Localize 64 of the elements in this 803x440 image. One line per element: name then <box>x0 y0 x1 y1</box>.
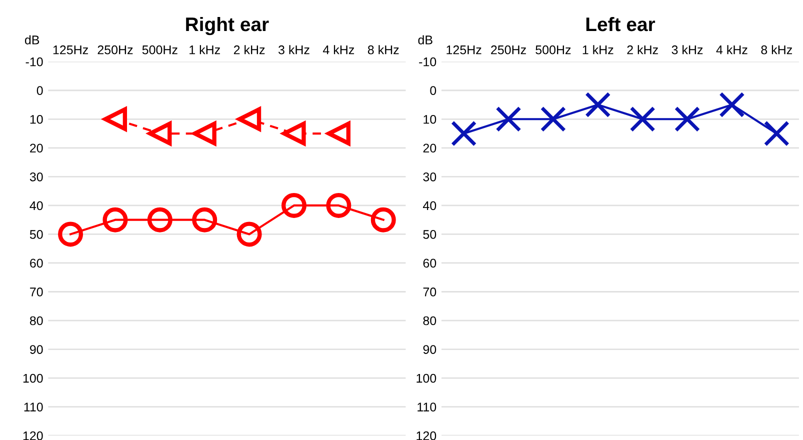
x-tick-label: 2 kHz <box>234 45 265 54</box>
point <box>58 222 84 247</box>
y-tick-label: 70 <box>423 288 436 296</box>
x-tick-label: 1 kHz <box>190 45 220 54</box>
chart-title: Left ear <box>586 16 656 32</box>
y-tick-label: -10 <box>26 57 43 66</box>
point <box>585 92 611 118</box>
y-tick-label: 50 <box>30 230 43 239</box>
y-tick-label: 60 <box>423 258 436 268</box>
x-tick-label: 4 kHz <box>716 45 748 54</box>
x-tick-label: 3 kHz <box>278 45 310 54</box>
point <box>192 207 218 232</box>
x-tick-label: 3 kHz <box>672 45 703 54</box>
y-tick-label: 80 <box>423 316 436 326</box>
x-tick-label: 500Hz <box>536 45 571 54</box>
y-tick-label: 20 <box>423 144 436 153</box>
x-tick-label: 125Hz <box>53 45 88 54</box>
x-tick-label: 500Hz <box>142 45 178 54</box>
point <box>236 222 262 247</box>
y-tick-label: -10 <box>419 57 436 66</box>
x-tick-label: 125Hz <box>446 45 482 54</box>
y-tick-label: 120 <box>416 431 436 440</box>
chart-title: Right ear <box>186 16 269 36</box>
x-tick-label: 250Hz <box>98 45 133 54</box>
y-tick-label: 10 <box>30 114 43 124</box>
point <box>147 207 172 232</box>
point <box>281 192 306 218</box>
y-tick-label: 110 <box>24 402 43 412</box>
y-tick-label: 80 <box>30 316 43 326</box>
y-axis-title: dB <box>24 35 40 44</box>
y-tick-label: 30 <box>30 172 43 182</box>
point <box>630 106 656 132</box>
y-tick-label: 120 <box>23 431 43 440</box>
y-tick-label: 90 <box>30 345 43 354</box>
point <box>102 207 128 232</box>
x-tick-label: 4 kHz <box>322 45 354 54</box>
point <box>764 120 790 146</box>
y-tick-label: 30 <box>423 172 436 182</box>
point <box>674 106 700 132</box>
y-tick-label: 0 <box>36 86 43 96</box>
y-tick-label: 100 <box>416 374 436 383</box>
y-tick-label: 40 <box>422 201 436 210</box>
y-tick-label: 50 <box>423 230 436 239</box>
x-tick-label: 250Hz <box>491 45 526 54</box>
point <box>540 106 566 132</box>
x-tick-label: 1 kHz <box>582 45 614 54</box>
y-tick-label: 60 <box>30 258 43 268</box>
y-tick-label: 70 <box>30 288 43 296</box>
point <box>450 120 477 146</box>
x-tick-label: 8 kHz <box>368 45 399 54</box>
y-tick-label: 20 <box>30 144 43 153</box>
y-tick-label: 110 <box>418 402 436 412</box>
point <box>719 92 745 118</box>
y-tick-label: 100 <box>23 374 43 383</box>
y-tick-label: 40 <box>30 201 43 210</box>
y-tick-label: 10 <box>424 114 436 124</box>
y-tick-label: 90 <box>423 345 436 354</box>
y-tick-label: 0 <box>430 86 436 96</box>
y-axis-title: dB <box>418 35 432 44</box>
point <box>370 207 396 232</box>
x-tick-label: 2 kHz <box>627 45 658 54</box>
point <box>326 192 352 218</box>
x-tick-label: 8 kHz <box>761 45 792 54</box>
point <box>496 106 522 132</box>
